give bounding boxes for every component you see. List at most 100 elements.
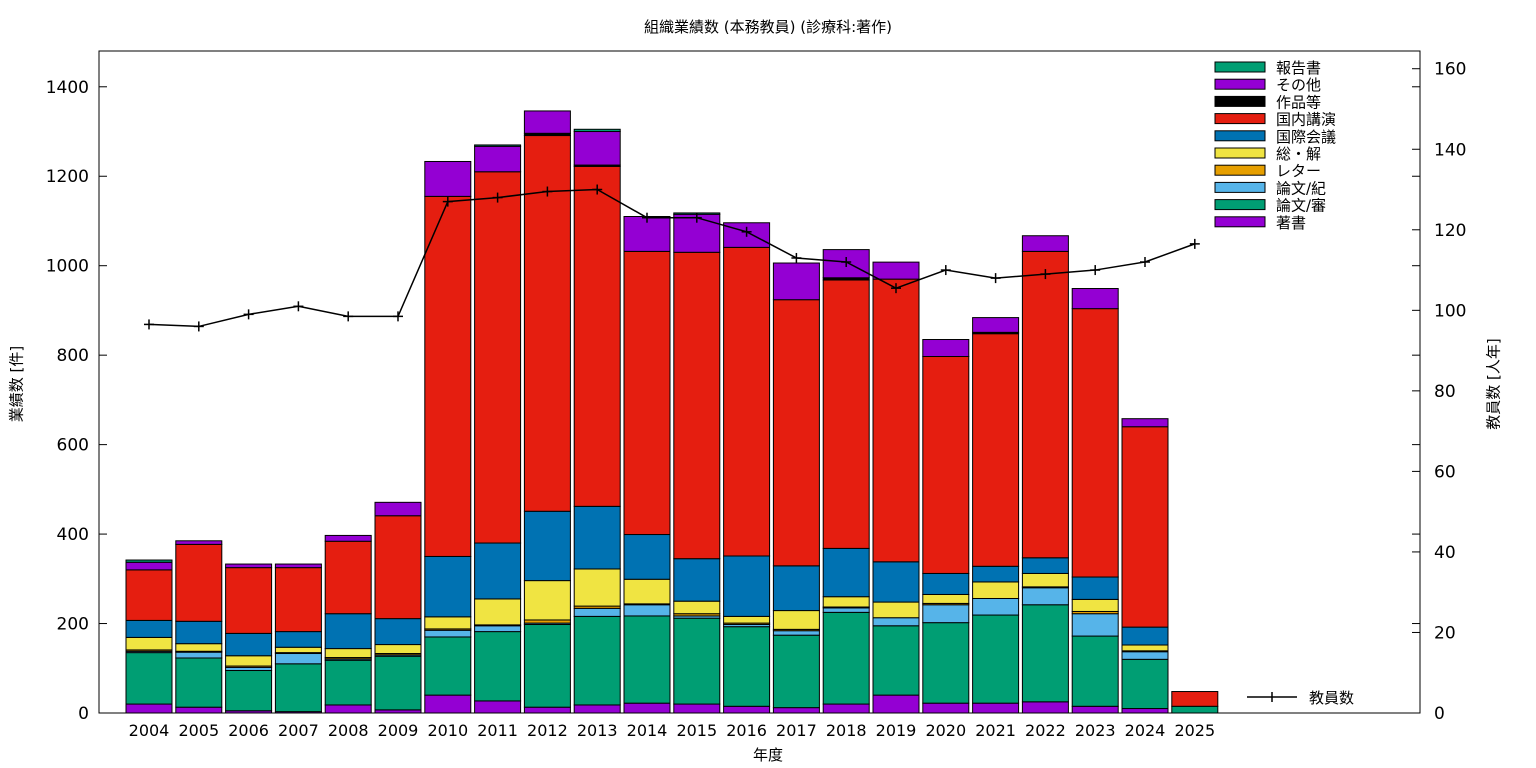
bar-segment [872, 601, 920, 619]
y2-tick-label: 160 [1434, 60, 1466, 80]
x-tick-label: 2007 [278, 721, 319, 740]
chart-title: 組織業績数 (本務教員) (診療科:著作) [644, 18, 892, 36]
bar-segment [1071, 613, 1119, 637]
legend-swatch [1214, 216, 1266, 228]
bar-segment [772, 610, 820, 630]
y-tick-label: 0 [78, 704, 89, 724]
bar-segment [922, 593, 970, 604]
bar-segment [324, 659, 372, 706]
line-series [148, 188, 1196, 328]
bar-segment [175, 706, 223, 714]
legend-label: その他 [1276, 76, 1321, 94]
bar-segment [573, 505, 621, 570]
bar-segment [822, 547, 870, 598]
bar-segment [872, 625, 920, 696]
bar-segment [474, 625, 522, 633]
bar-segment [125, 559, 173, 563]
x-tick-label: 2020 [925, 721, 966, 740]
bar-segment [1171, 705, 1219, 714]
bar-segment [523, 110, 571, 134]
bar-segment [723, 705, 771, 714]
x-tick-label: 2006 [228, 721, 269, 740]
bar-segment [673, 251, 721, 560]
bar-segment [1021, 587, 1069, 606]
bar-segment [1121, 418, 1169, 428]
bar-segment [922, 572, 970, 595]
y2-tick-label: 40 [1434, 543, 1456, 563]
legend-swatch [1214, 130, 1266, 142]
bar-segment [1021, 557, 1069, 574]
y2-axis-label: 教員数 [人年] [1484, 338, 1503, 430]
bar-segment [125, 636, 173, 651]
bar-segment [822, 596, 870, 608]
bar-segment [424, 636, 472, 696]
bar-segment [523, 623, 571, 708]
x-tick-label: 2017 [776, 721, 817, 740]
bar-segment [474, 144, 522, 147]
bar-segment [523, 706, 571, 714]
bar-segment [723, 555, 771, 617]
x-tick-label: 2014 [627, 721, 668, 740]
bar-segment [1071, 598, 1119, 612]
y-tick-label: 1200 [46, 167, 89, 187]
bar-segment [623, 578, 671, 605]
y2-tick-label: 80 [1434, 382, 1456, 402]
legend-label: レター [1276, 162, 1321, 180]
x-tick-label: 2024 [1125, 721, 1166, 740]
bar-segment [523, 510, 571, 582]
x-tick-label: 2005 [178, 721, 219, 740]
bar-segment [474, 700, 522, 714]
bar-segment [175, 543, 223, 622]
bar-segment [573, 128, 621, 133]
y2-tick-label: 60 [1434, 462, 1456, 482]
y2-tick-label: 140 [1434, 140, 1466, 160]
bar-segment [274, 631, 322, 648]
bar-segment [972, 597, 1020, 616]
bar-segment [1021, 235, 1069, 252]
bar-segment [125, 703, 173, 714]
bar-segment [424, 694, 472, 714]
bar-segment [125, 652, 173, 705]
bar-segment [374, 644, 422, 655]
bar-segment [225, 655, 273, 667]
bar-segment [573, 615, 621, 706]
bar-segment [1121, 626, 1169, 646]
legend-label: 論文/審 [1276, 197, 1326, 215]
y2-tick-label: 100 [1434, 301, 1466, 321]
bar-segment [225, 563, 273, 569]
bar-segment [673, 600, 721, 615]
bar-segment [125, 619, 173, 638]
bar-segment [723, 626, 771, 707]
legend-label: 論文/紀 [1276, 179, 1326, 197]
bar-segment [723, 246, 771, 557]
x-tick-label: 2022 [1025, 721, 1066, 740]
x-tick-label: 2004 [129, 721, 170, 740]
y-tick-label: 200 [57, 615, 89, 635]
bar-segment [1121, 658, 1169, 710]
legend-swatch [1214, 199, 1266, 211]
legend-swatch [1214, 181, 1266, 193]
y2-tick-label: 0 [1434, 704, 1445, 724]
bar-segment [1071, 288, 1119, 310]
x-tick-label: 2012 [527, 721, 568, 740]
bar-segment [523, 135, 571, 512]
bar-segment [1121, 708, 1169, 714]
bar-segment [972, 565, 1020, 583]
bar-segment [324, 613, 372, 650]
bar-segment [424, 616, 472, 630]
bar-segment [274, 567, 322, 633]
bar-segment [374, 618, 422, 646]
bar-segment [822, 703, 870, 714]
bar-segment [1021, 250, 1069, 559]
bar-segment [972, 333, 1020, 567]
bar-segment [225, 632, 273, 657]
bar-segment [772, 634, 820, 709]
bar-segment [175, 620, 223, 645]
bar-segment [922, 339, 970, 358]
x-tick-label: 2016 [726, 721, 767, 740]
x-axis-label: 年度 [752, 746, 783, 764]
bar-segment [872, 694, 920, 714]
legend-swatch [1214, 61, 1266, 73]
bar-segment [972, 614, 1020, 704]
